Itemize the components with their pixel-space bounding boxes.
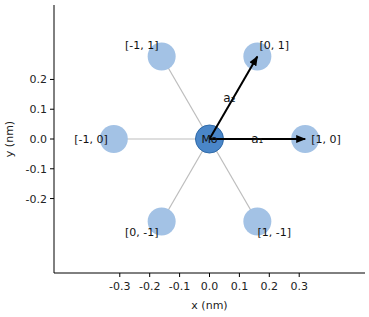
x-tick: [239, 273, 240, 277]
y-tick-label: 0.1: [30, 103, 48, 116]
chart: -0.3 -0.2 -0.1 0.0 0.1 0.2 0.3 -0.2 -0.1 0.0 0.1 0.…: [0, 0, 369, 317]
vector-label: a₂: [223, 91, 235, 105]
x-tick: [269, 273, 270, 277]
x-tick-label: 0.2: [261, 280, 279, 293]
y-tick: [50, 139, 54, 140]
plot-area: [100, 43, 319, 236]
y-tick: [50, 79, 54, 80]
y-tick-label: -0.2: [26, 193, 47, 206]
x-tick-label: 0.3: [290, 280, 308, 293]
y-tick-label: -0.1: [26, 163, 47, 176]
neighbor-label: [1, 0]: [311, 133, 341, 146]
y-tick-label: 0.2: [30, 73, 48, 86]
y-tick: [50, 109, 54, 110]
neighbor-label: [0, -1]: [125, 226, 159, 239]
y-tick-label: 0.0: [30, 133, 48, 146]
neighbor-label: [0, 1]: [260, 39, 290, 52]
neighbor-label: [-1, 0]: [74, 133, 108, 146]
x-tick-label: -0.1: [169, 280, 190, 293]
x-tick-label: -0.3: [109, 280, 130, 293]
y-tick: [50, 168, 54, 169]
x-tick-label: 0.0: [201, 280, 219, 293]
y-tick: [50, 198, 54, 199]
y-axis-label: y (nm): [3, 121, 16, 157]
x-tick-label: -0.2: [139, 280, 160, 293]
x-axis-label: x (nm): [191, 299, 227, 312]
x-tick: [119, 273, 120, 277]
neighbor-label: [-1, 1]: [125, 39, 159, 52]
center-label: Mo: [201, 133, 217, 146]
x-tick: [209, 273, 210, 277]
x-tick: [299, 273, 300, 277]
neighbor-label: [1, -1]: [258, 226, 292, 239]
vector-label: a₁: [251, 132, 263, 146]
bond: [210, 57, 258, 139]
x-tick: [149, 273, 150, 277]
lattice-vector: [210, 57, 258, 139]
x-tick: [179, 273, 180, 277]
x-tick-label: 0.1: [231, 280, 249, 293]
